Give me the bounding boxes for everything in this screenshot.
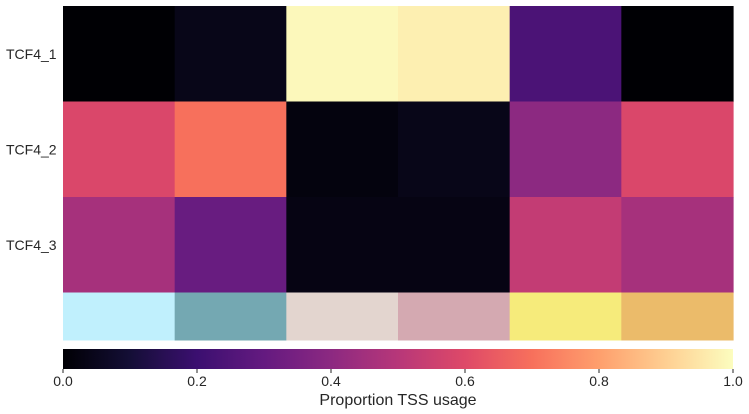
heatmap-cell (286, 101, 399, 198)
heatmap-cell (509, 101, 622, 198)
heatmap-cell (174, 6, 287, 103)
heatmap-cell (509, 197, 622, 294)
annotation-cell (63, 292, 176, 341)
colorbar-tick-label: 0.8 (589, 373, 609, 389)
colorbar-tick-label: 0.2 (187, 373, 207, 389)
annotation-cell (286, 292, 399, 341)
heatmap-cell (63, 6, 176, 103)
heatmap-cell (621, 6, 734, 103)
heatmap-cell (174, 101, 287, 198)
colorbar-tick-label: 0.6 (455, 373, 475, 389)
heatmap-cell (398, 6, 511, 103)
colorbar (63, 349, 733, 369)
annotation-cell (621, 292, 734, 341)
row-labels: TCF4_1 TCF4_2 TCF4_3 (6, 46, 57, 253)
annotation-cell (398, 292, 511, 341)
row-label: TCF4_2 (6, 141, 57, 157)
heatmap-cells (63, 6, 734, 294)
annotation-cell (174, 292, 287, 341)
row-label: TCF4_3 (6, 237, 57, 253)
heatmap-cell (286, 197, 399, 294)
heatmap-cell (621, 101, 734, 198)
colorbar-tick-label: 0.0 (53, 373, 73, 389)
heatmap-cell (398, 197, 511, 294)
heatmap-cell (63, 101, 176, 198)
heatmap-cell (398, 101, 511, 198)
heatmap-cell (621, 197, 734, 294)
heatmap-cell (63, 197, 176, 294)
annotation-row (63, 292, 734, 341)
colorbar-tick-label: 0.4 (321, 373, 341, 389)
row-label: TCF4_1 (6, 46, 57, 62)
annotation-cell (509, 292, 622, 341)
colorbar-ticks: 0.0 0.2 0.4 0.6 0.8 1.0 (53, 369, 743, 389)
colorbar-label: Proportion TSS usage (319, 392, 476, 409)
colorbar-tick-label: 1.0 (723, 373, 743, 389)
heatmap-cell (509, 6, 622, 103)
heatmap-cell (286, 6, 399, 103)
heatmap-cell (174, 197, 287, 294)
